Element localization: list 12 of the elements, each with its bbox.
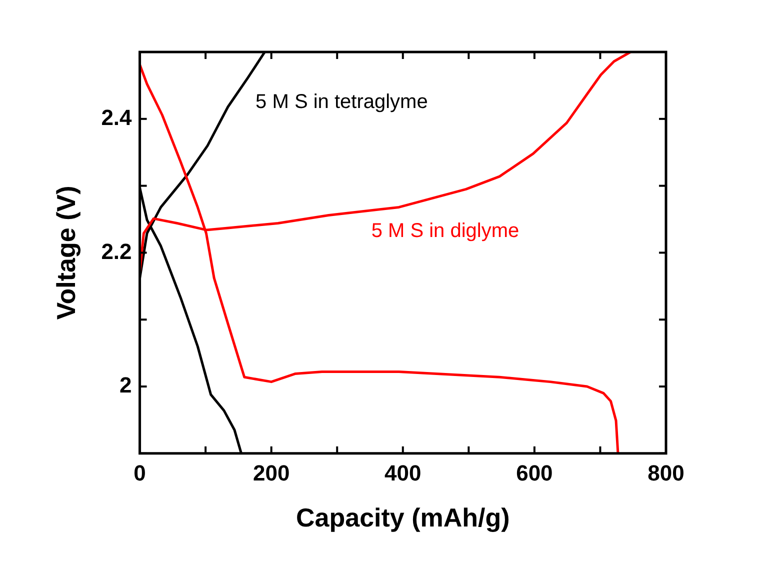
y-axis-title: Voltage (V): [50, 186, 81, 320]
x-axis-title: Capacity (mAh/g): [296, 502, 510, 533]
series-label: 5 M S in diglyme: [371, 220, 520, 242]
y-tick-label: 2.2: [101, 238, 132, 264]
y-tick-label: 2: [120, 372, 132, 398]
x-tick-label: 600: [516, 460, 553, 486]
y-tick-label: 2.4: [101, 104, 133, 130]
x-tick-label: 400: [384, 460, 422, 486]
x-tick-label: 800: [648, 460, 684, 486]
x-tick-label: 0: [134, 460, 146, 486]
x-tick-label: 200: [252, 460, 290, 486]
series-label: 5 M S in tetraglyme: [256, 91, 428, 114]
